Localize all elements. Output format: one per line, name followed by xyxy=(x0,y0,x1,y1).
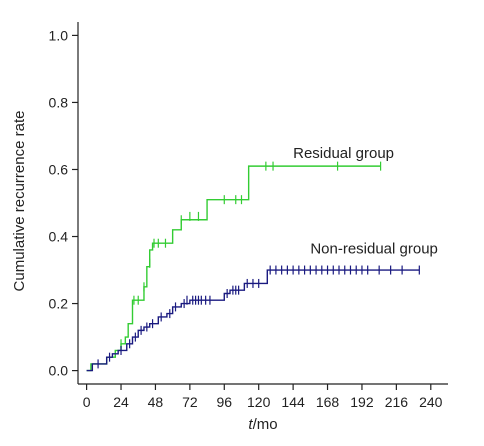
x-tick-label: 96 xyxy=(216,394,232,410)
x-tick-label: 216 xyxy=(385,394,409,410)
x-tick-label: 168 xyxy=(316,394,340,410)
labels-layer: t/mo Cumulative recurrence rate Residual g… xyxy=(11,111,438,433)
series-step-line xyxy=(86,269,420,372)
x-tick-label: 0 xyxy=(83,394,91,410)
y-tick-label: 0.2 xyxy=(49,296,69,312)
x-tick-label: 240 xyxy=(419,394,443,410)
y-tick-label: 0.0 xyxy=(49,363,69,379)
y-tick-label: 0.4 xyxy=(49,229,69,245)
series-step-line xyxy=(86,165,381,372)
x-tick-label: 192 xyxy=(350,394,374,410)
series-layer xyxy=(86,161,420,372)
x-tick-label: 120 xyxy=(247,394,271,410)
series-annotation: Non-residual group xyxy=(310,240,438,257)
axes-layer: 0 24 48 72 96 120 144 168 192 216 240 0.0 0.2 0.4 0.6 0… xyxy=(49,22,448,410)
y-tick-label: 1.0 xyxy=(49,27,69,43)
x-axis-label-italic: t xyxy=(248,416,253,433)
x-tick-label: 24 xyxy=(113,394,129,410)
x-tick-label: 144 xyxy=(281,394,305,410)
y-tick-label: 0.8 xyxy=(49,94,69,110)
series-non-residual xyxy=(86,265,420,372)
x-axis-label-unit: /mo xyxy=(253,416,278,433)
x-tick-label: 72 xyxy=(182,394,198,410)
y-axis-label: Cumulative recurrence rate xyxy=(11,111,28,292)
series-annotation: Residual group xyxy=(293,145,394,162)
series-residual xyxy=(86,161,382,372)
x-axis-label: t/mo xyxy=(248,416,277,433)
y-tick-label: 0.6 xyxy=(49,161,69,177)
x-tick-label: 48 xyxy=(148,394,164,410)
